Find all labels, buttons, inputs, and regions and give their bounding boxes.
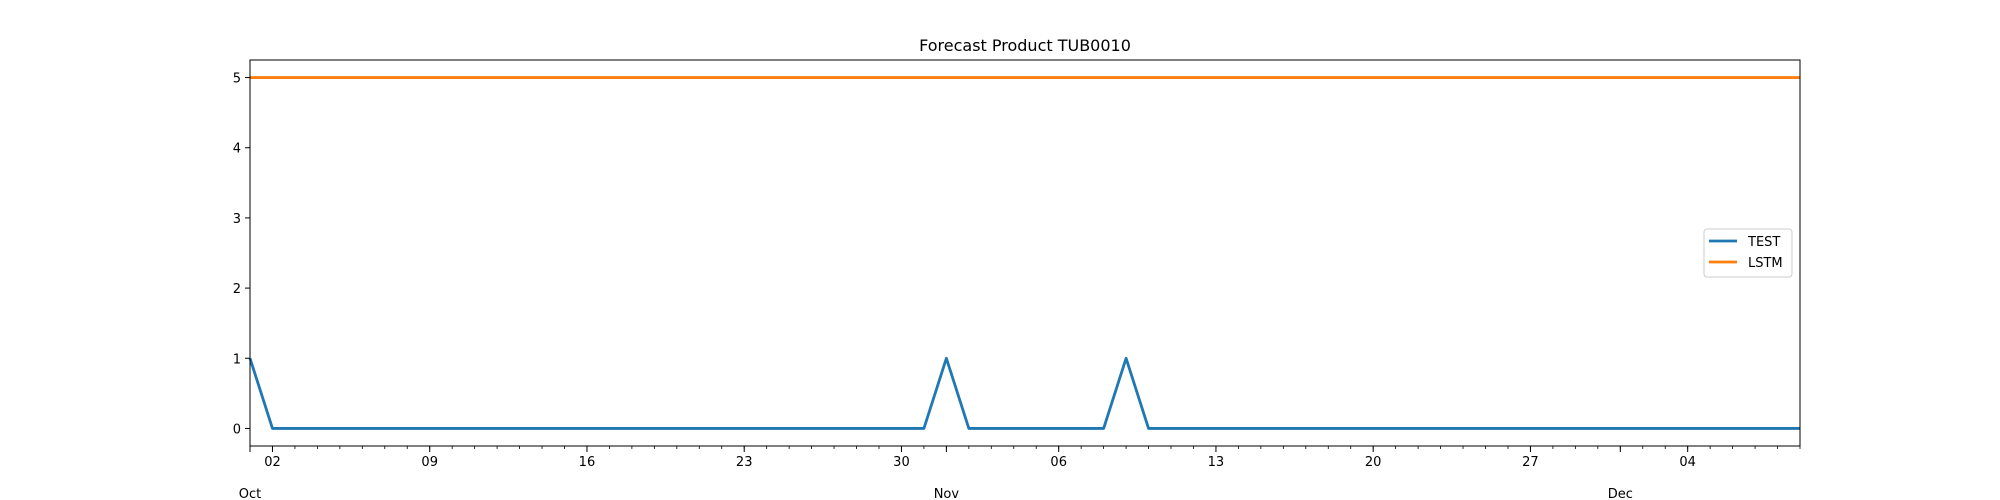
x-month-label: Nov xyxy=(934,487,960,500)
x-tick-label: 04 xyxy=(1679,455,1696,470)
x-tick-label: 27 xyxy=(1522,455,1539,470)
plot-frame xyxy=(249,59,1801,447)
chart-title: Forecast Product TUB0010 xyxy=(919,36,1131,55)
x-tick-label: 09 xyxy=(421,455,438,470)
y-tick-label: 4 xyxy=(233,142,241,157)
y-tick-label: 0 xyxy=(233,422,241,437)
x-tick-label: 06 xyxy=(1050,455,1067,470)
series-layer xyxy=(248,76,1800,430)
y-tick-label: 3 xyxy=(233,212,241,227)
y-tick-label: 5 xyxy=(233,72,241,87)
x-tick-label: 20 xyxy=(1365,455,1382,470)
x-tick-label: 02 xyxy=(264,455,281,470)
y-tick-label: 2 xyxy=(233,282,241,297)
y-tick-label: 1 xyxy=(233,352,241,367)
x-tick-label: 30 xyxy=(893,455,910,470)
x-month-label: Dec xyxy=(1608,487,1633,500)
legend-label-lstm: LSTM xyxy=(1748,256,1783,271)
legend: TEST LSTM xyxy=(1703,228,1793,278)
x-month-label: Oct xyxy=(239,487,261,500)
x-tick-label: 13 xyxy=(1208,455,1225,470)
x-tick-label: 23 xyxy=(736,455,753,470)
series-line-test xyxy=(248,356,1800,430)
x-tick-label: 16 xyxy=(579,455,596,470)
legend-label-test: TEST xyxy=(1747,235,1780,250)
